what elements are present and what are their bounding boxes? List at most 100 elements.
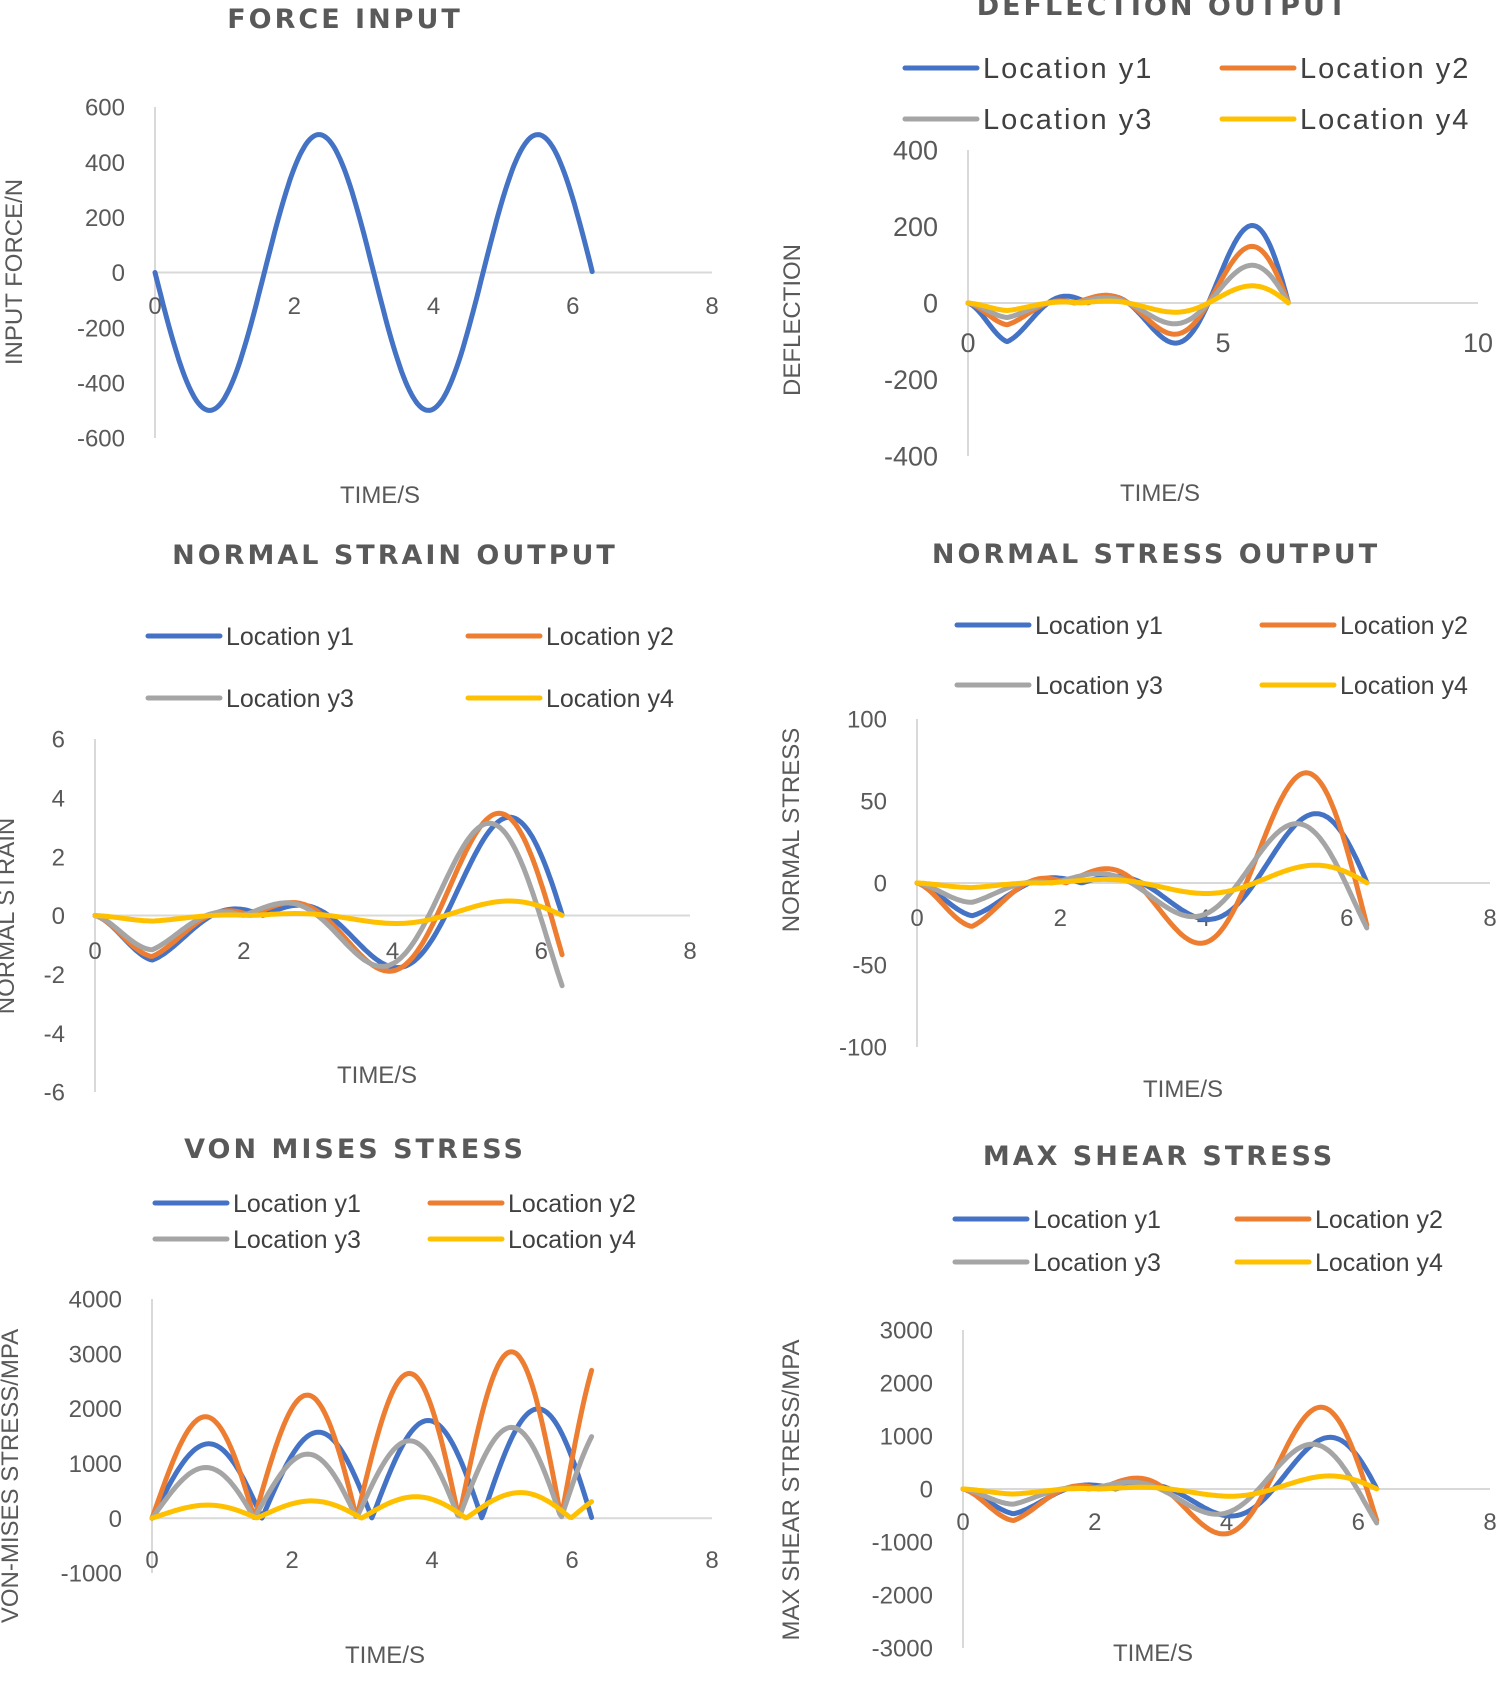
x-tick-label: 10 [1463,328,1493,358]
x-tick-label: 2 [288,293,301,320]
chart-title: NORMAL STRAIN OUTPUT [172,540,618,571]
y-tick-label: 2000 [69,1396,122,1423]
y-axis-label: NORMAL STRAIN [0,818,20,1014]
x-axis-label: TIME/S [1120,480,1200,507]
x-tick-label: 0 [910,905,923,932]
y-tick-label: 50 [860,789,887,816]
x-tick-label: 6 [535,938,548,965]
y-tick-label: -400 [884,442,938,472]
y-tick-label: -100 [839,1035,887,1062]
legend-label: Location y4 [1300,104,1470,136]
y-tick-label: 1000 [69,1451,122,1478]
y-axis-label: NORMAL STRESS [778,728,805,932]
series-line [965,243,1291,337]
series-line [914,862,1370,896]
x-tick-label: 2 [1088,1509,1101,1536]
y-tick-label: 200 [85,205,125,232]
y-tick-label: 4 [52,785,65,812]
y-tick-label: -3000 [872,1636,933,1663]
x-tick-label: 2 [1054,905,1067,932]
y-axis-label: VON-MISES STRESS/MPA [0,1329,24,1623]
chart-shear: MAX SHEAR STRESS 3000 2000 1000 0 -1000 -2000 -… [778,1141,1497,1667]
x-tick-label: 0 [88,938,101,965]
chart-title: VON MISES STRESS [184,1134,526,1165]
legend-label: Location y4 [508,1226,636,1254]
x-tick-label: 4 [427,293,440,320]
y-tick-label: 200 [893,212,938,242]
x-tick-label: 8 [705,293,718,320]
chart-vonmises: VON MISES STRESS 4000 3000 2000 1000 0 -1000 0 2… [0,1134,719,1623]
series-line [914,821,1370,931]
y-tick-label: 6 [52,727,65,754]
legend-label: Location y2 [508,1190,636,1218]
x-tick-label: 0 [956,1509,969,1536]
y-axis-label: DEFLECTION [779,244,806,396]
y-tick-label: -50 [852,953,887,980]
x-tick-label: 6 [1340,905,1353,932]
legend-label: Location y2 [546,623,674,651]
x-axis-label: TIME/S [1113,1640,1193,1667]
legend-label: Location y1 [233,1190,361,1218]
y-axis-label: INPUT FORCE/N [1,179,28,365]
x-axis-label: TIME/S [337,1062,417,1089]
x-tick-label: 4 [386,938,399,965]
series-line [149,1406,595,1521]
legend-label: Location y3 [983,104,1153,136]
chart-title: NORMAL STRESS OUTPUT [932,539,1380,570]
y-tick-label: -400 [77,370,125,397]
legend-label: Location y3 [233,1226,361,1254]
legend-label: Location y3 [226,685,354,713]
series-line [149,1424,595,1521]
y-tick-label: 2 [52,844,65,871]
y-tick-label: 0 [920,1477,933,1504]
legend-label: Location y1 [226,623,354,651]
y-tick-label: -2000 [872,1583,933,1610]
series-line [960,1441,1380,1526]
y-tick-label: 0 [923,289,938,319]
x-tick-label: 2 [285,1547,298,1574]
series-line [965,223,1291,346]
y-tick-label: -200 [884,365,938,395]
y-tick-label: 600 [85,95,125,122]
legend-label: Location y4 [1315,1249,1443,1277]
chart-title: DEFLECTION OUTPUT [977,0,1350,22]
y-tick-label: 3000 [69,1341,122,1368]
y-tick-label: -200 [77,315,125,342]
legend-label: Location y3 [1033,1249,1161,1277]
series-line [965,283,1291,315]
x-axis-label: TIME/S [340,482,420,509]
y-tick-label: 100 [847,707,887,734]
y-tick-label: -600 [77,426,125,453]
y-tick-label: 2000 [880,1371,933,1398]
x-tick-label: 8 [683,938,696,965]
series-line [965,262,1291,327]
series-line [914,770,1370,946]
y-tick-label: 0 [52,903,65,930]
legend-label: Location y2 [1300,53,1470,85]
x-tick-label: 8 [1483,1509,1496,1536]
chart-title: MAX SHEAR STRESS [983,1141,1335,1172]
series-line [149,1490,595,1521]
x-tick-label: 4 [425,1547,438,1574]
series-line [92,820,565,989]
x-tick-label: 0 [148,293,161,320]
y-tick-label: 4000 [69,1287,122,1314]
chart-force: FORCE INPUT 600 400 200 0 -200 -400 -600 0 2 4 6 8 TI… [1,4,719,509]
x-axis-label: TIME/S [345,1642,425,1669]
x-tick-label: 0 [960,328,975,358]
legend-label: Location y1 [983,53,1153,85]
y-tick-label: 400 [85,150,125,177]
x-tick-label: 8 [1483,905,1496,932]
legend-label: Location y1 [1033,1206,1161,1234]
y-tick-label: -6 [44,1080,65,1107]
chart-title: FORCE INPUT [227,4,463,35]
y-tick-label: -1000 [872,1530,933,1557]
y-tick-label: 0 [109,1506,122,1533]
x-tick-label: 0 [145,1547,158,1574]
legend-label: Location y4 [1340,672,1468,700]
y-tick-label: 1000 [880,1424,933,1451]
y-tick-label: -2 [44,962,65,989]
series-line [152,132,595,413]
